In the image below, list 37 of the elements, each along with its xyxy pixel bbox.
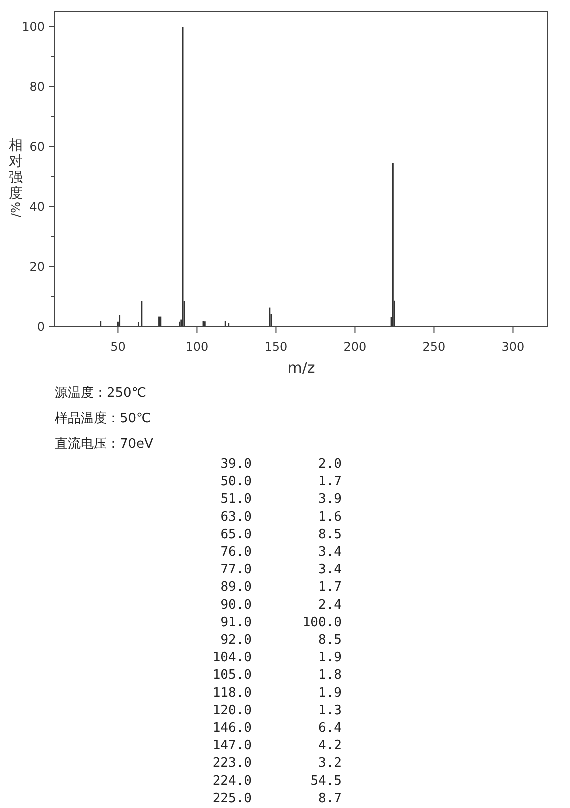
text: 直流电压：70eV xyxy=(55,436,154,452)
y-tick-label: 40 xyxy=(30,200,45,214)
text: 77.0 3.4 xyxy=(220,562,342,578)
y-tick-label: 80 xyxy=(30,80,45,94)
text: 39.0 2.0 xyxy=(220,457,342,472)
x-axis-title: m/z xyxy=(288,359,316,377)
y-tick-label: 20 xyxy=(30,260,45,274)
x-tick-label: 50 xyxy=(110,340,126,354)
text: 63.0 1.6 xyxy=(220,510,342,525)
text: 50.0 1.7 xyxy=(220,474,342,490)
text: 224.0 54.5 xyxy=(212,774,342,789)
text: 51.0 3.9 xyxy=(220,492,342,508)
text: 76.0 3.4 xyxy=(220,545,342,560)
x-tick-label: 100 xyxy=(186,340,209,354)
text: 118.0 1.9 xyxy=(212,686,342,701)
text: 223.0 3.2 xyxy=(212,756,342,772)
x-tick-label: 200 xyxy=(344,340,367,354)
text: 源温度：250℃ xyxy=(55,385,146,401)
text: 91.0 100.0 xyxy=(220,615,342,630)
text: 样品温度：50℃ xyxy=(55,410,152,426)
y-tick-label: 100 xyxy=(22,20,45,34)
x-tick-label: 250 xyxy=(422,340,446,354)
text: 65.0 8.5 xyxy=(220,527,342,542)
x-tick-label: 150 xyxy=(264,340,288,354)
text: 92.0 8.5 xyxy=(220,633,342,648)
text: 120.0 1.3 xyxy=(212,703,342,718)
text: 89.0 1.7 xyxy=(220,580,342,596)
y-axis-title: 相对强度/% xyxy=(9,138,23,218)
text: 104.0 1.9 xyxy=(212,650,342,666)
y-tick-label: 0 xyxy=(37,320,45,334)
text: 146.0 6.4 xyxy=(212,721,342,736)
text: 225.0 8.7 xyxy=(212,791,342,806)
text: 105.0 1.8 xyxy=(212,668,342,684)
x-tick-label: 300 xyxy=(502,340,525,354)
text: 90.0 2.4 xyxy=(220,598,342,613)
y-tick-label: 60 xyxy=(30,140,45,154)
text: 147.0 4.2 xyxy=(212,738,342,754)
